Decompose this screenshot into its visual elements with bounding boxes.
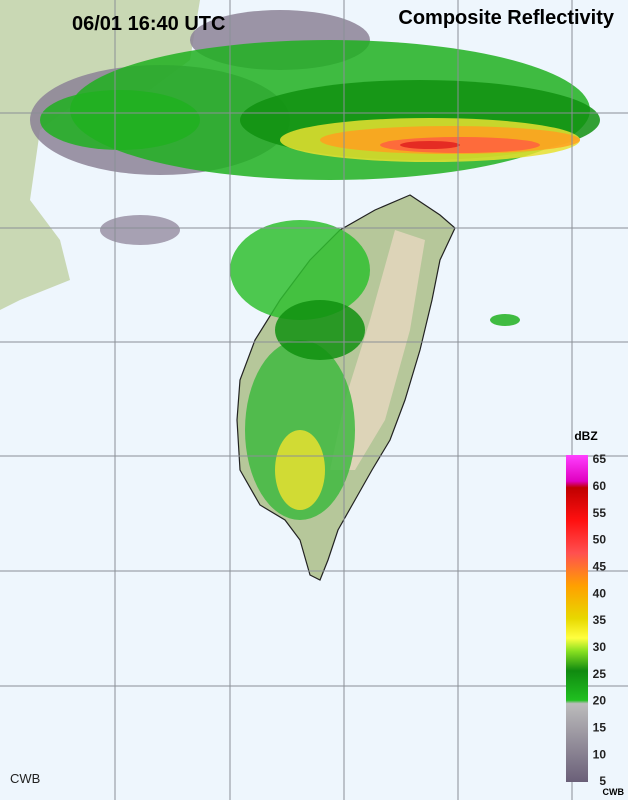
legend-tick: 60 — [593, 479, 607, 493]
echo — [275, 430, 325, 510]
legend-tick: 40 — [593, 586, 607, 600]
legend-tick: 20 — [593, 694, 607, 708]
legend-tick: 25 — [593, 667, 607, 681]
timestamp: 06/01 16:40 UTC — [72, 13, 225, 35]
legend-tick: 50 — [593, 533, 607, 547]
legend-tick: 35 — [593, 613, 607, 627]
echo — [400, 141, 460, 149]
product-title: Composite Reflectivity — [398, 7, 614, 29]
legend-tick: 55 — [593, 506, 607, 520]
echo — [100, 215, 180, 245]
legend-tick: 5 — [599, 774, 606, 788]
echo — [40, 90, 200, 150]
legend-tick: 10 — [593, 747, 607, 761]
legend-bar — [566, 455, 588, 782]
echo — [230, 220, 370, 320]
echo — [490, 314, 520, 326]
legend-tick: 30 — [593, 640, 607, 654]
legend-unit: dBZ — [574, 429, 597, 443]
mountains — [330, 230, 425, 470]
legend-tick: 15 — [593, 721, 607, 735]
footer-left: CWB — [10, 771, 40, 786]
radar-echoes — [30, 10, 600, 520]
footer-right: CWB — [603, 787, 625, 797]
echo — [275, 300, 365, 360]
legend-tick: 45 — [593, 560, 607, 574]
legend-tick: 65 — [593, 452, 607, 466]
